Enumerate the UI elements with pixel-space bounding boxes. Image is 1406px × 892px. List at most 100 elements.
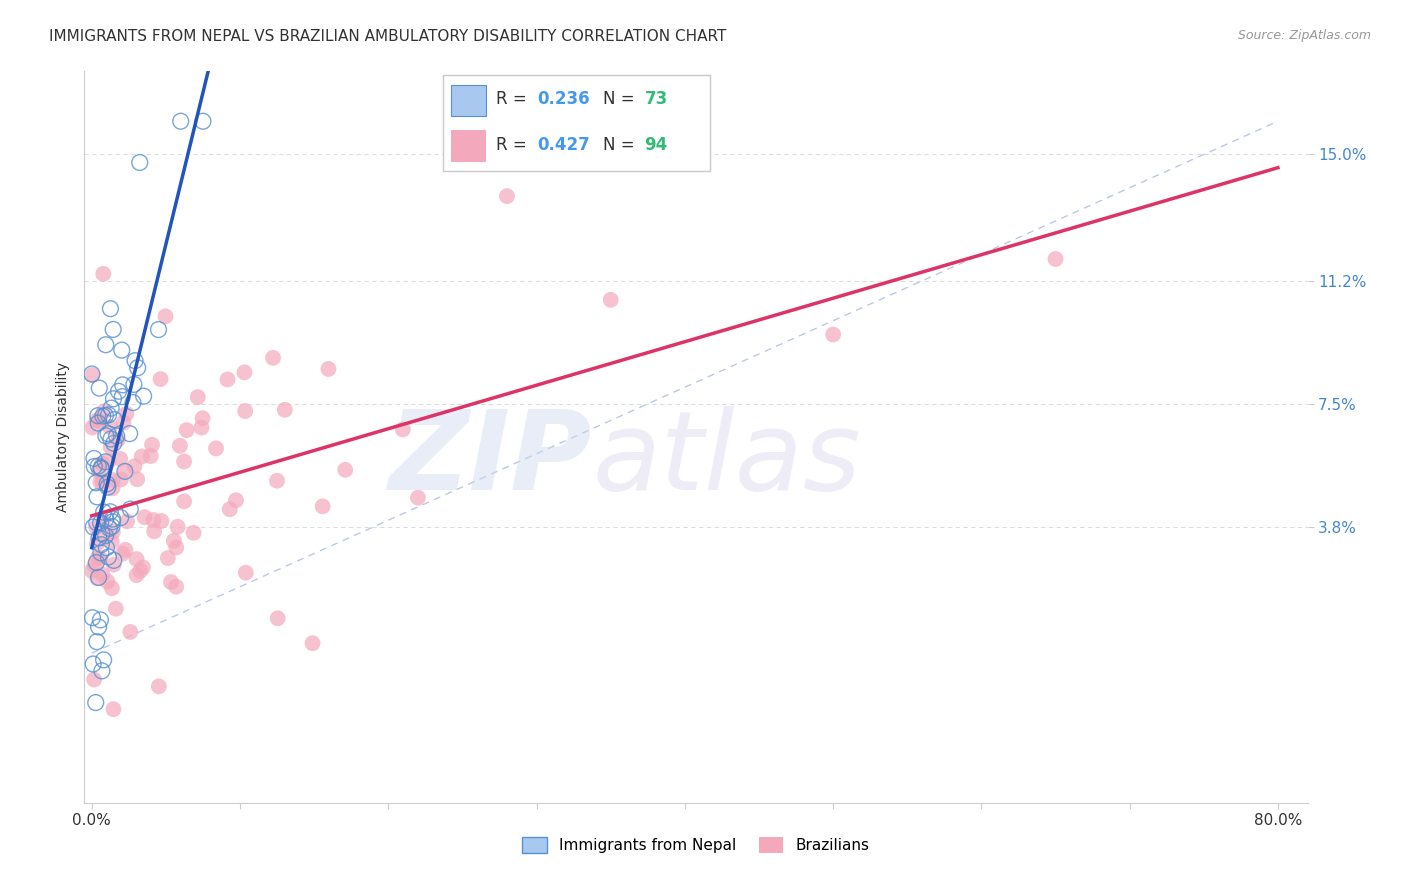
Point (406, 491, 429, 505)
Point (132, 389, 155, 403)
Point (160, 574, 183, 589)
Point (89, 381, 111, 395)
Point (91, 526, 114, 541)
Point (91, 475, 114, 489)
Point (94, 455, 117, 469)
Point (114, 542, 136, 557)
Point (125, 568, 148, 582)
Point (233, 404, 256, 418)
Point (93, 404, 115, 418)
Text: 0.236: 0.236 (537, 90, 591, 109)
Point (89, 551, 111, 566)
Point (87, 531, 110, 545)
Point (110, 451, 132, 466)
Text: 94: 94 (644, 136, 668, 154)
Point (84, 696, 107, 710)
Point (262, 351, 284, 365)
Point (112, 416, 135, 430)
Point (91, 567, 114, 582)
Point (191, 411, 214, 425)
Point (124, 353, 146, 368)
Point (87, 464, 110, 478)
Point (141, 438, 163, 452)
Point (101, 515, 124, 529)
Point (143, 524, 166, 539)
Point (122, 377, 145, 392)
Text: R =: R = (496, 136, 533, 154)
Point (97, 454, 120, 468)
Point (94, 529, 117, 543)
Point (90, 516, 112, 530)
Point (111, 377, 134, 392)
Point (98, 505, 121, 519)
Point (82, 610, 104, 624)
Point (94, 429, 117, 443)
Point (191, 114, 214, 128)
Point (120, 624, 142, 639)
Point (110, 472, 132, 486)
Text: N =: N = (603, 90, 640, 109)
Point (100, 401, 122, 416)
Point (91, 457, 114, 471)
Point (190, 420, 212, 434)
Text: 73: 73 (644, 90, 668, 109)
Point (87, 409, 110, 423)
Text: atlas: atlas (592, 406, 860, 513)
Point (89, 475, 111, 490)
Point (173, 454, 195, 468)
Point (87, 570, 110, 584)
Point (93, 505, 115, 519)
Text: IMMIGRANTS FROM NEPAL VS BRAZILIAN AMBULATORY DISABILITY CORRELATION CHART: IMMIGRANTS FROM NEPAL VS BRAZILIAN AMBUL… (49, 29, 727, 44)
Point (89, 414, 111, 428)
Point (114, 464, 136, 478)
Point (91, 267, 114, 281)
Point (176, 423, 198, 437)
Point (173, 494, 195, 508)
Point (90, 538, 112, 552)
Point (82, 657, 104, 671)
Point (103, 392, 125, 406)
Point (94, 337, 117, 351)
Point (166, 520, 188, 534)
Point (86, 551, 108, 566)
Point (311, 500, 333, 514)
Point (83, 459, 105, 474)
Point (87, 416, 110, 430)
Point (83, 558, 105, 573)
Point (90, 461, 112, 475)
Point (107, 384, 129, 399)
Point (183, 525, 205, 540)
Point (1045, 252, 1067, 266)
Point (83, 451, 105, 466)
Text: 0.427: 0.427 (537, 136, 591, 154)
Point (318, 362, 340, 376)
Point (122, 395, 145, 409)
Point (266, 474, 288, 488)
Point (301, 636, 323, 650)
Point (115, 407, 138, 421)
Point (86, 413, 108, 427)
Point (83, 673, 105, 687)
Point (100, 432, 122, 446)
Point (169, 439, 191, 453)
Point (90, 664, 112, 678)
Point (94, 409, 117, 423)
Point (127, 472, 149, 486)
Point (165, 541, 187, 555)
Point (80, 367, 103, 381)
Point (89, 613, 111, 627)
Point (170, 114, 193, 128)
Point (86, 634, 108, 648)
Point (103, 558, 125, 572)
Point (101, 519, 124, 533)
Point (187, 390, 209, 404)
Point (105, 429, 128, 443)
Point (100, 301, 122, 316)
Point (103, 702, 125, 716)
Point (94, 512, 117, 526)
Point (84, 475, 107, 490)
Point (82, 420, 104, 434)
Point (110, 510, 132, 524)
Point (96, 476, 118, 491)
Point (96, 574, 118, 589)
